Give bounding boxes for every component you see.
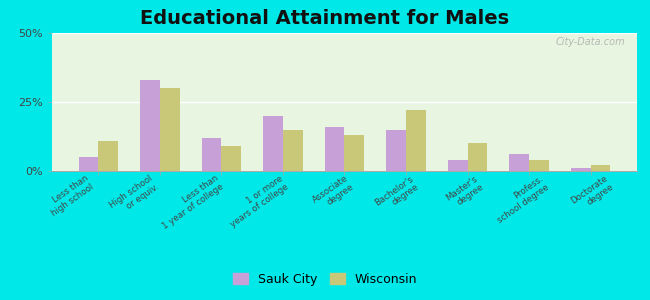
Bar (406, 110, 426, 171)
Bar (222, 146, 241, 171)
Bar (571, 168, 591, 171)
Text: High school
or equiv.: High school or equiv. (109, 174, 161, 219)
Bar (283, 130, 303, 171)
Text: Educational Attainment for Males: Educational Attainment for Males (140, 9, 510, 28)
Bar (98, 141, 118, 171)
Text: Profess.
school degree: Profess. school degree (489, 174, 551, 225)
Bar (591, 166, 610, 171)
Bar (344, 135, 364, 171)
Bar (263, 116, 283, 171)
Bar (202, 138, 222, 171)
Bar (386, 130, 406, 171)
Text: Less than
1 year of college: Less than 1 year of college (155, 174, 226, 231)
Bar (448, 160, 467, 171)
Text: Doctorate
degree: Doctorate degree (569, 174, 616, 214)
Text: Less than
high school: Less than high school (44, 174, 96, 218)
Bar (79, 157, 98, 171)
Text: City-Data.com: City-Data.com (556, 37, 625, 47)
Bar (325, 127, 344, 171)
Bar (160, 88, 179, 171)
Bar (140, 80, 160, 171)
Text: Master's
degree: Master's degree (445, 174, 486, 211)
Bar (467, 143, 488, 171)
Text: Bachelor's
degree: Bachelor's degree (372, 174, 421, 216)
Bar (529, 160, 549, 171)
Bar (510, 154, 529, 171)
Text: Associate
degree: Associate degree (311, 174, 356, 214)
Legend: Sauk City, Wisconsin: Sauk City, Wisconsin (227, 268, 422, 291)
Text: 1 or more
years of college: 1 or more years of college (224, 174, 291, 229)
